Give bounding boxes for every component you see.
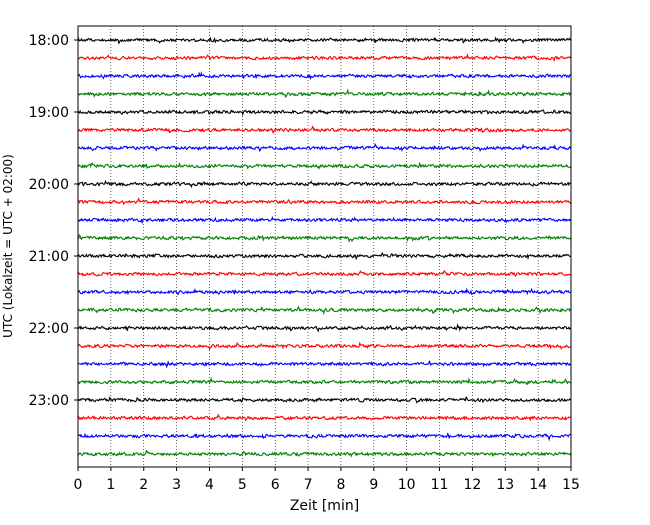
trace-line	[77, 305, 572, 316]
trace-line	[77, 322, 572, 333]
trace-line	[77, 88, 572, 98]
trace-line	[77, 216, 572, 225]
x-tick-label: 14	[529, 477, 547, 493]
x-tick-label: 3	[172, 477, 181, 493]
trace-line	[77, 108, 572, 117]
trace-line	[77, 161, 572, 170]
x-tick-label: 11	[431, 477, 449, 493]
x-tick-label: 6	[271, 477, 280, 493]
trace-line	[77, 449, 572, 458]
trace-line	[77, 396, 572, 404]
x-tick-label: 2	[139, 477, 148, 493]
y-axis-ticks: 18:00 19:00 20:00 21:00 22:00 23:00	[29, 33, 78, 409]
x-tick-label: 9	[369, 477, 378, 493]
x-tick-label: 12	[463, 477, 481, 493]
trace-line	[77, 53, 572, 63]
x-axis-label: Zeit [min]	[290, 498, 359, 514]
trace-line	[77, 432, 572, 442]
trace-line	[77, 341, 572, 351]
y-tick-label: 21:00	[29, 249, 69, 265]
x-tick-label: 0	[74, 477, 83, 493]
trace-line	[77, 143, 572, 153]
x-tick-label: 4	[205, 477, 214, 493]
trace-line	[77, 70, 572, 81]
trace-line	[77, 360, 572, 369]
y-tick-label: 18:00	[29, 33, 69, 49]
y-tick-label: 22:00	[29, 321, 69, 337]
trace-line	[77, 125, 572, 134]
trace-line	[77, 233, 572, 243]
y-tick-label: 19:00	[29, 105, 69, 121]
x-tick-label: 7	[304, 477, 313, 493]
trace-layer	[77, 36, 572, 458]
y-tick-label: 20:00	[29, 177, 69, 193]
trace-line	[77, 36, 572, 45]
x-tick-label: 10	[398, 477, 416, 493]
x-tick-label: 5	[238, 477, 247, 493]
y-tick-label: 23:00	[29, 393, 69, 409]
trace-line	[77, 179, 572, 189]
trace-line	[77, 251, 572, 261]
x-axis-ticks: 0 1 2 3 4 5 6 7 8 9 10 11 12 13 14 15	[74, 467, 580, 493]
plot-frame	[77, 25, 572, 468]
x-tick-label: 8	[336, 477, 345, 493]
trace-line	[77, 269, 572, 278]
x-tick-label: 13	[496, 477, 514, 493]
trace-line	[77, 376, 572, 386]
x-tick-label: 1	[106, 477, 115, 493]
trace-line	[77, 287, 572, 296]
x-tick-label: 15	[562, 477, 580, 493]
trace-line	[77, 413, 572, 422]
y-axis-label: UTC (Lokalzeit = UTC + 02:00)	[1, 154, 15, 338]
trace-line	[77, 197, 572, 206]
